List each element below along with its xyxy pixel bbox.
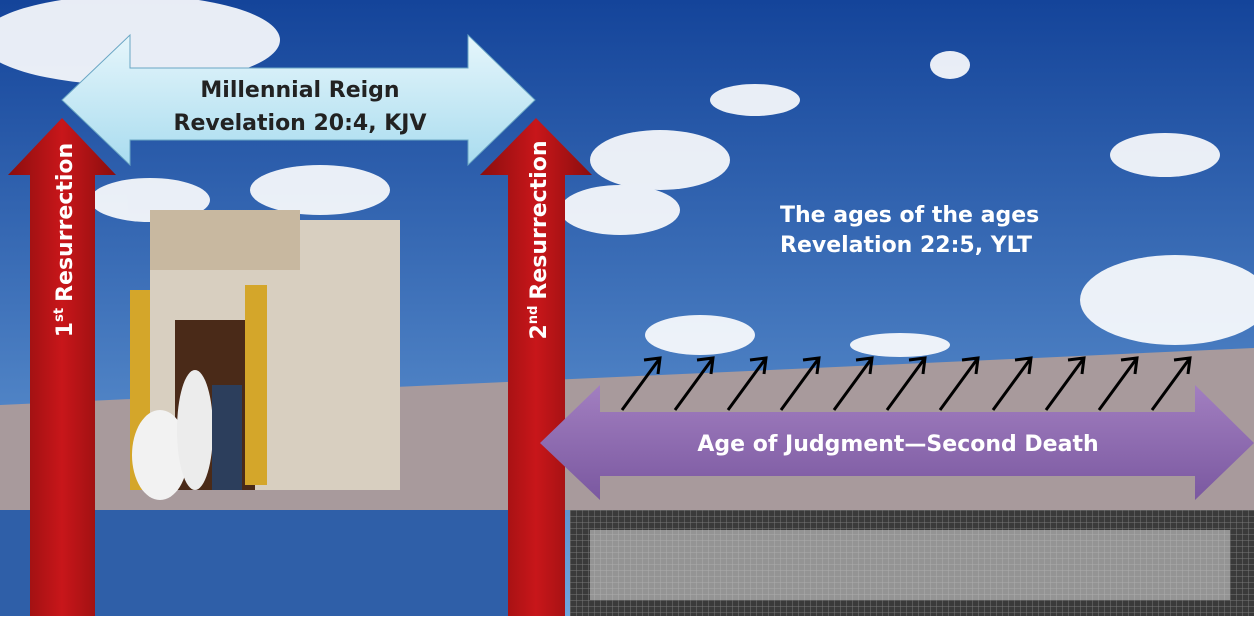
ordinal: 1 [53, 322, 78, 337]
diagram: Millennial Reign Revelation 20:4, KJV 1s… [0, 0, 1254, 616]
page: Millennial Reign Revelation 20:4, KJV 1s… [0, 0, 1254, 616]
figures [590, 530, 1230, 600]
judgment-label: Age of Judgment—Second Death [697, 432, 1098, 457]
label-word: Resurrection [53, 143, 78, 302]
ages-reference: Revelation 22:5, YLT [780, 233, 1032, 258]
ordinal: 2 [527, 324, 552, 339]
ages-title: The ages of the ages [780, 203, 1039, 228]
label-word: Resurrection [527, 141, 552, 300]
arrow-reference: Revelation 20:4, KJV [174, 111, 427, 136]
arrow-title: Millennial Reign [200, 78, 399, 103]
ordinal-suffix: st [52, 308, 67, 322]
ordinal-suffix: nd [526, 306, 541, 325]
temple [130, 210, 400, 500]
